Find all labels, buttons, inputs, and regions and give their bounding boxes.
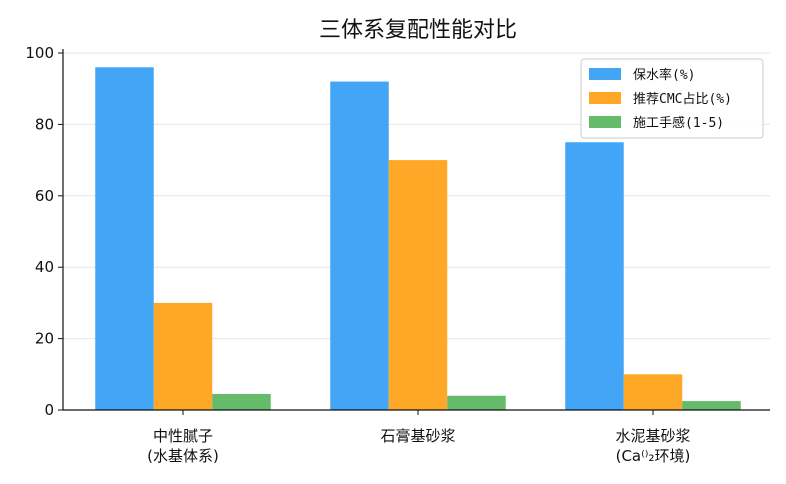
legend-swatch	[589, 116, 621, 128]
x-tick-label: 中性腻子	[153, 427, 213, 445]
x-tick-label: (水基体系)	[147, 447, 219, 465]
legend-swatch	[589, 92, 621, 104]
axes	[62, 49, 770, 411]
y-tick-label: 100	[25, 44, 54, 62]
bar	[212, 393, 271, 410]
legend-label: 推荐CMC占比(%)	[633, 92, 732, 107]
x-tick-labels: 中性腻子 (水基体系) 石膏基砂浆 水泥基砂浆 (Ca⁽⁾₂环境)	[147, 410, 691, 465]
y-tick-label: 60	[35, 187, 54, 205]
legend-label: 保水率(%)	[633, 67, 695, 83]
x-tick-label: (Ca⁽⁾₂环境)	[616, 447, 691, 465]
x-tick-label: 石膏基砂浆	[380, 427, 455, 445]
legend-swatch	[589, 68, 621, 80]
legend-label: 施工手感(1-5)	[633, 115, 724, 131]
bar	[447, 395, 506, 410]
y-tick-label: 80	[35, 115, 54, 133]
y-tick-label: 40	[35, 258, 54, 276]
y-ticks: 0 20 40 60 80 100	[25, 44, 63, 419]
bar	[330, 81, 389, 410]
bar	[682, 401, 741, 410]
bar	[565, 142, 624, 410]
legend-frame	[580, 58, 764, 139]
bars	[95, 67, 741, 410]
bar	[623, 374, 683, 410]
x-tick-label: 水泥基砂浆	[615, 427, 690, 445]
bar	[388, 160, 448, 410]
chart-title: 三体系复配性能对比	[319, 18, 517, 43]
bar	[153, 302, 213, 410]
y-tick-label: 20	[35, 330, 54, 348]
bar	[95, 67, 154, 410]
legend: 保水率(%) 推荐CMC占比(%) 施工手感(1-5)	[580, 58, 764, 139]
y-tick-label: 0	[44, 401, 54, 419]
